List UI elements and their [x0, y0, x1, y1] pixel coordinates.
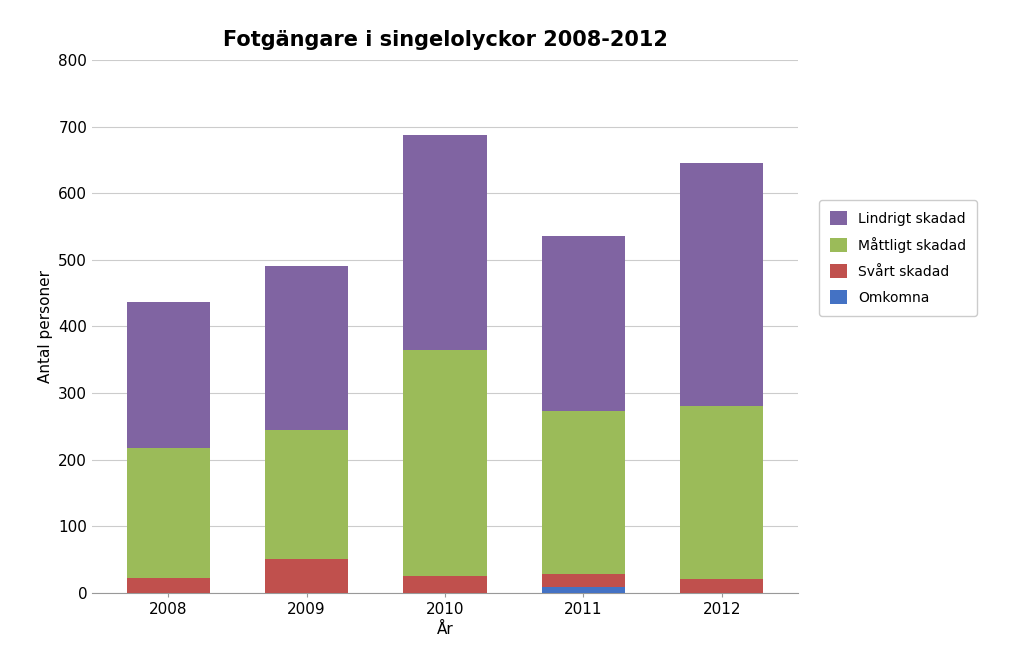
Bar: [403, 135, 487, 350]
X-axis label: År: År: [437, 622, 453, 637]
Bar: [403, 576, 487, 593]
Legend: Lindrigt skadad, Måttligt skadad, Svårt skadad, Omkomna: Lindrigt skadad, Måttligt skadad, Svårt …: [819, 200, 977, 316]
Bar: [542, 574, 625, 587]
Bar: [542, 236, 625, 411]
Bar: [680, 163, 763, 406]
Bar: [265, 430, 348, 559]
Bar: [265, 266, 348, 430]
Bar: [680, 406, 763, 579]
Bar: [542, 587, 625, 593]
Bar: [127, 578, 210, 593]
Bar: [403, 350, 487, 576]
Bar: [265, 559, 348, 593]
Bar: [127, 448, 210, 578]
Y-axis label: Antal personer: Antal personer: [38, 270, 52, 383]
Bar: [127, 302, 210, 448]
Title: Fotgängare i singelolyckor 2008-2012: Fotgängare i singelolyckor 2008-2012: [223, 30, 667, 50]
Bar: [542, 411, 625, 574]
Bar: [680, 579, 763, 593]
